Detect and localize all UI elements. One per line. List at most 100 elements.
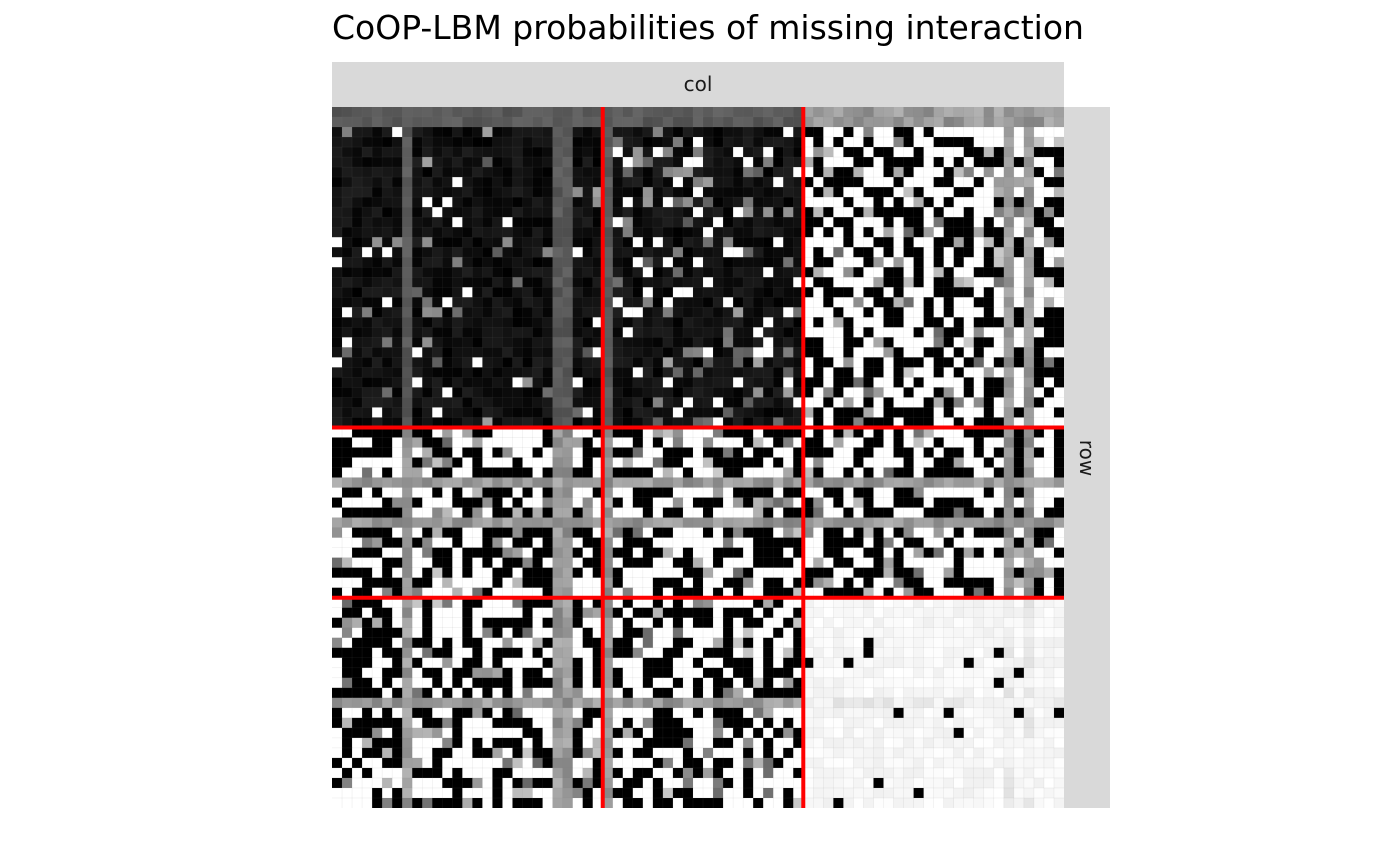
heatmap-cell [963, 737, 975, 749]
heatmap-cell [632, 177, 644, 188]
heatmap-cell [602, 287, 614, 298]
heatmap-cell [442, 337, 453, 348]
heatmap-cell [472, 527, 483, 539]
heatmap-cell [662, 267, 674, 278]
heatmap-cell [993, 547, 1005, 559]
heatmap-cell [913, 337, 925, 348]
heatmap-cell [592, 417, 604, 428]
heatmap-cell [733, 557, 744, 569]
heatmap-cell [412, 787, 423, 799]
heatmap-cell [672, 257, 684, 268]
heatmap-cell [362, 457, 373, 468]
heatmap-cell [412, 527, 423, 539]
heatmap-cell [1003, 307, 1015, 318]
heatmap-cell [632, 197, 644, 208]
heatmap-cell [432, 767, 443, 779]
heatmap-cell [963, 177, 975, 188]
heatmap-cell [602, 497, 614, 508]
heatmap-cell [472, 497, 483, 508]
heatmap-cell [622, 227, 634, 238]
heatmap-cell [803, 537, 814, 549]
heatmap-cell [733, 757, 744, 769]
heatmap-cell [512, 257, 523, 268]
heatmap-cell [682, 147, 694, 158]
heatmap-cell [632, 697, 644, 709]
heatmap-cell [442, 487, 453, 498]
heatmap-cell [412, 737, 423, 749]
heatmap-cell [763, 387, 774, 398]
heatmap-cell [763, 447, 774, 458]
heatmap-cell [883, 177, 894, 188]
heatmap-cell [472, 127, 483, 138]
heatmap-cell [672, 637, 684, 649]
heatmap-cell [893, 667, 904, 679]
heatmap-cell [362, 157, 373, 168]
heatmap-cell [853, 177, 864, 188]
heatmap-cell [943, 407, 955, 418]
heatmap-cell [933, 727, 945, 739]
heatmap-cell [863, 717, 874, 729]
heatmap-cell [662, 427, 674, 438]
heatmap-cell [452, 697, 463, 709]
heatmap-cell [492, 557, 503, 569]
heatmap-cell [743, 617, 754, 629]
heatmap-cell [853, 667, 864, 679]
heatmap-cell [703, 277, 714, 288]
heatmap-cell [392, 497, 403, 508]
heatmap-cell [823, 467, 834, 478]
heatmap-cell [783, 727, 794, 739]
heatmap-cell [1053, 457, 1064, 468]
heatmap-cell [733, 367, 744, 378]
heatmap-cell [923, 557, 935, 569]
heatmap-cell [973, 557, 985, 569]
heatmap-cell [432, 307, 443, 318]
heatmap-cell [422, 517, 433, 528]
heatmap-cell [983, 287, 995, 298]
heatmap-cell [763, 417, 774, 428]
heatmap-cell [382, 617, 393, 629]
heatmap-cell [622, 777, 634, 789]
heatmap-cell [823, 557, 834, 569]
heatmap-cell [602, 577, 614, 589]
heatmap-cell [692, 717, 704, 729]
heatmap-cell [773, 587, 784, 599]
heatmap-cell [823, 327, 834, 338]
heatmap-cell [562, 397, 574, 408]
heatmap-cell [963, 357, 975, 368]
heatmap-cell [632, 647, 644, 659]
heatmap-cell [783, 477, 794, 488]
heatmap-cell [522, 547, 533, 559]
heatmap-cell [622, 687, 634, 699]
heatmap-cell [362, 737, 373, 749]
heatmap-cell [873, 717, 884, 729]
heatmap-cell [442, 417, 453, 428]
heatmap-cell [662, 367, 674, 378]
heatmap-cell [642, 767, 654, 779]
heatmap-cell [983, 657, 995, 669]
heatmap-cell [1013, 157, 1025, 168]
heatmap-cell [472, 787, 483, 799]
heatmap-cell [682, 167, 694, 178]
heatmap-cell [923, 427, 935, 438]
heatmap-cell [612, 247, 624, 258]
heatmap-cell [422, 217, 433, 228]
heatmap-cell [783, 277, 794, 288]
heatmap-cell [913, 377, 925, 388]
heatmap-cell [662, 677, 674, 689]
heatmap-cell [753, 397, 764, 408]
heatmap-cell [833, 357, 844, 368]
heatmap-cell [783, 577, 794, 589]
heatmap-cell [482, 157, 493, 168]
heatmap-cell [823, 317, 834, 328]
heatmap-cell [612, 417, 624, 428]
heatmap-cell [542, 787, 554, 799]
heatmap-cell [332, 317, 343, 328]
heatmap-cell [642, 577, 654, 589]
heatmap-cell [823, 417, 834, 428]
heatmap-cell [622, 187, 634, 198]
heatmap-cell [342, 677, 353, 689]
heatmap-cell [963, 387, 975, 398]
heatmap-cell [562, 147, 574, 158]
heatmap-cell [392, 717, 403, 729]
heatmap-cell [452, 307, 463, 318]
